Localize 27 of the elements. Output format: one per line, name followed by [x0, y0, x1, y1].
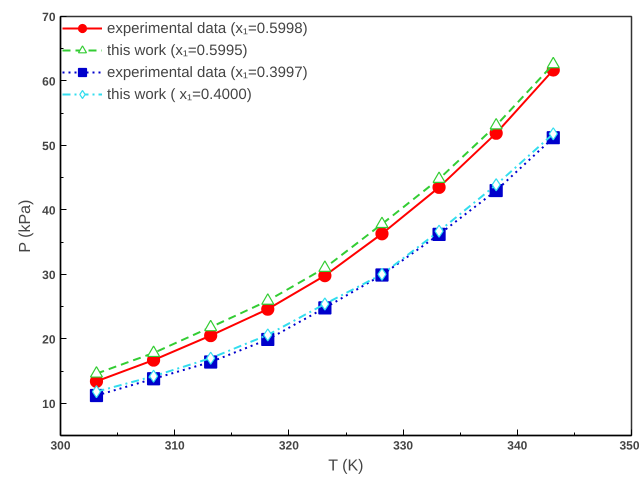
y-tick-label: 40: [42, 203, 56, 218]
legend-label: experimental data (x₁=0.3997): [107, 64, 308, 80]
y-tick-label: 70: [42, 10, 56, 24]
x-axis-title: T (K): [328, 458, 364, 474]
point: [375, 227, 389, 240]
y-axis-title: P (kPa): [17, 200, 34, 253]
y-tick-label: 60: [42, 74, 56, 88]
x-tick-label: 330: [393, 438, 414, 452]
point: [92, 385, 102, 398]
point: [375, 216, 389, 228]
x-tick-label: 340: [507, 438, 528, 452]
y-tick-label: 30: [42, 268, 56, 282]
x-tick-label: 320: [278, 438, 300, 452]
x-tick-label: 350: [619, 438, 639, 452]
y-tick-label: 20: [42, 332, 56, 346]
point: [206, 352, 216, 365]
y-tick-label: 10: [42, 396, 56, 411]
y-tick-label: 50: [42, 138, 56, 153]
legend-label: this work (x₁=0.5995): [107, 42, 248, 58]
x-tick-label: 310: [164, 438, 186, 452]
legend-label: experimental data (x₁=0.5998): [107, 20, 308, 36]
legend-label: this work ( x₁=0.4000): [107, 86, 252, 102]
x-tick-label: 300: [50, 438, 71, 452]
point: [434, 224, 444, 238]
point: [492, 178, 501, 192]
point: [548, 127, 558, 140]
point: [148, 370, 158, 383]
